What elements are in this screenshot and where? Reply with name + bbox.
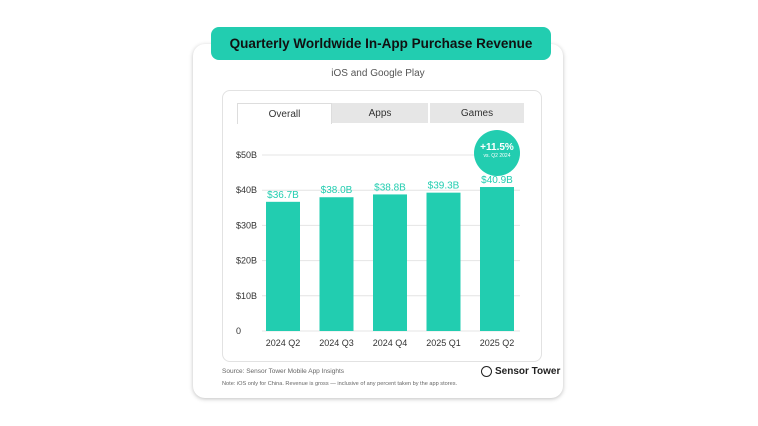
- bar: [319, 197, 354, 331]
- y-tick-label: $10B: [236, 291, 257, 301]
- sensor-tower-icon: [481, 366, 492, 377]
- growth-badge: +11.5% vs. Q2 2024: [474, 130, 520, 176]
- x-tick-label: 2024 Q4: [373, 338, 408, 348]
- growth-caption: vs. Q2 2024: [483, 153, 511, 159]
- bar: [426, 192, 461, 331]
- data-label: $39.3B: [428, 181, 460, 192]
- tab-overall[interactable]: Overall: [237, 103, 332, 124]
- y-tick-label: $40B: [236, 185, 257, 195]
- growth-value: +11.5%: [480, 142, 514, 153]
- y-tick-label: $30B: [236, 220, 257, 230]
- brand-name: Sensor Tower: [495, 366, 561, 377]
- bar: [266, 201, 300, 331]
- y-tick-label: 0: [236, 326, 241, 336]
- x-tick-label: 2025 Q1: [426, 338, 461, 348]
- chart-title: Quarterly Worldwide In-App Purchase Reve…: [211, 27, 551, 60]
- source-text: Source: Sensor Tower Mobile App Insights: [222, 368, 345, 375]
- chart-panel: [222, 90, 542, 362]
- data-label: $38.0B: [321, 185, 353, 196]
- y-tick-label: $20B: [236, 256, 257, 266]
- data-label: $38.8B: [374, 182, 406, 193]
- x-tick-label: 2024 Q3: [319, 338, 354, 348]
- x-tick-label: 2024 Q2: [266, 338, 301, 348]
- note-text: Note: iOS only for China. Revenue is gro…: [222, 381, 458, 387]
- bar: [480, 187, 514, 331]
- sensor-tower-logo: Sensor Tower: [481, 366, 560, 377]
- x-tick-label: 2025 Q2: [480, 338, 515, 348]
- y-tick-label: $50B: [236, 150, 257, 160]
- data-label: $36.7B: [267, 190, 299, 201]
- tab-games[interactable]: Games: [430, 103, 524, 123]
- data-label: $40.9B: [481, 175, 513, 186]
- tab-apps[interactable]: Apps: [332, 103, 428, 123]
- bar: [373, 194, 407, 331]
- chart-subtitle: iOS and Google Play: [331, 68, 425, 79]
